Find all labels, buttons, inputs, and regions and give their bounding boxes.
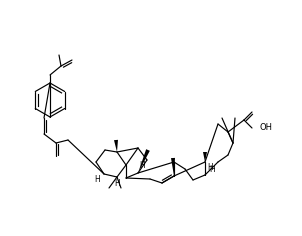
Text: H: H bbox=[209, 165, 215, 174]
Polygon shape bbox=[203, 152, 207, 162]
Polygon shape bbox=[138, 149, 150, 173]
Polygon shape bbox=[171, 158, 175, 176]
Text: H: H bbox=[207, 164, 213, 173]
Text: H: H bbox=[139, 160, 145, 169]
Text: H: H bbox=[94, 176, 100, 185]
Text: H: H bbox=[114, 180, 120, 189]
Text: OH: OH bbox=[259, 123, 272, 132]
Polygon shape bbox=[114, 140, 118, 152]
